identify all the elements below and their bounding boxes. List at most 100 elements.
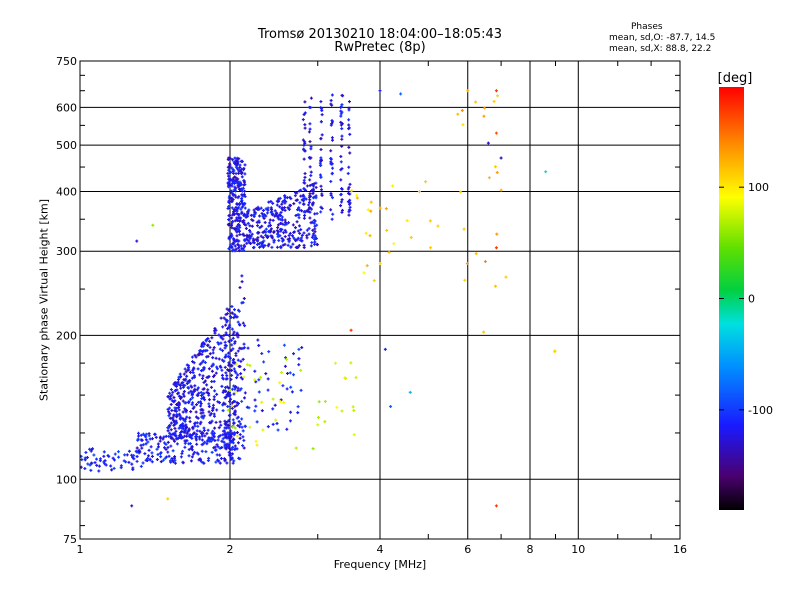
data-point	[155, 458, 159, 462]
data-point	[496, 94, 500, 98]
data-point	[270, 209, 274, 213]
data-point	[226, 158, 230, 162]
data-point	[242, 375, 246, 379]
data-point	[230, 158, 234, 162]
data-point	[191, 360, 195, 364]
data-point	[303, 213, 307, 217]
data-point	[245, 233, 249, 237]
x-tick-label: 2	[227, 543, 234, 556]
data-point	[227, 199, 231, 203]
data-point	[295, 220, 299, 224]
data-point	[238, 422, 242, 426]
data-point	[282, 343, 286, 347]
data-point	[162, 446, 166, 450]
phase-stats-o: mean, sd,O: -87.7, 14.5	[609, 33, 716, 43]
data-point	[220, 439, 224, 443]
data-point	[285, 222, 289, 226]
data-point	[230, 246, 234, 250]
data-point	[229, 224, 233, 228]
data-point	[311, 447, 315, 451]
data-point	[102, 454, 106, 458]
data-point	[254, 380, 258, 384]
data-point	[174, 422, 178, 426]
data-point	[266, 425, 270, 429]
data-point	[242, 297, 246, 301]
data-point	[228, 356, 232, 360]
data-point	[232, 330, 236, 334]
data-point	[112, 458, 116, 462]
data-point	[175, 436, 179, 440]
data-point	[215, 365, 219, 369]
data-point	[179, 386, 183, 390]
data-point	[320, 188, 324, 192]
data-point	[140, 446, 144, 450]
data-point	[248, 425, 252, 429]
y-tick-label: 200	[56, 329, 77, 342]
data-point	[226, 419, 230, 423]
data-point	[255, 243, 259, 247]
data-point	[139, 464, 143, 468]
data-point	[258, 245, 262, 249]
data-point	[230, 199, 234, 203]
data-point	[287, 240, 291, 244]
data-point	[544, 170, 548, 174]
data-point	[347, 185, 351, 189]
data-point	[221, 409, 225, 413]
y-tick-label: 600	[56, 101, 77, 114]
data-point	[136, 431, 140, 435]
data-point	[182, 372, 186, 376]
data-point	[181, 461, 185, 465]
data-point	[289, 385, 293, 389]
data-point	[167, 406, 171, 410]
data-point	[313, 237, 317, 241]
data-point	[240, 171, 244, 175]
data-point	[243, 206, 247, 210]
data-point	[223, 346, 227, 350]
data-point	[307, 200, 311, 204]
data-point	[183, 445, 187, 449]
data-point	[235, 376, 239, 380]
data-point	[232, 421, 236, 425]
data-point	[352, 433, 356, 437]
x-tick-label: 6	[464, 543, 471, 556]
data-point	[207, 405, 211, 409]
data-point	[223, 355, 227, 359]
data-point	[187, 442, 191, 446]
data-point	[221, 437, 225, 441]
data-point	[228, 243, 232, 247]
data-point	[242, 212, 246, 216]
data-point	[191, 401, 195, 405]
data-point	[168, 412, 172, 416]
data-point	[466, 89, 470, 93]
data-point	[151, 223, 155, 227]
data-point	[191, 406, 195, 410]
data-point	[212, 346, 216, 350]
data-point	[296, 405, 300, 409]
data-point	[279, 218, 283, 222]
data-point	[223, 459, 227, 463]
data-point	[173, 432, 177, 436]
data-point	[273, 214, 277, 218]
data-point	[207, 402, 211, 406]
data-point	[275, 421, 279, 425]
data-point	[303, 210, 307, 214]
data-point	[499, 188, 503, 192]
data-point	[240, 159, 244, 163]
data-point	[279, 245, 283, 249]
data-point	[228, 399, 232, 403]
data-point	[103, 462, 107, 466]
data-point	[339, 178, 343, 182]
data-point	[130, 462, 134, 466]
data-point	[167, 410, 171, 414]
data-point	[202, 461, 206, 465]
data-point	[314, 185, 318, 189]
data-point	[339, 204, 343, 208]
data-point	[242, 238, 246, 242]
data-point	[230, 216, 234, 220]
data-point	[235, 239, 239, 243]
data-point	[232, 367, 236, 371]
data-point	[235, 447, 239, 451]
data-point	[303, 100, 307, 104]
data-point	[316, 423, 320, 427]
